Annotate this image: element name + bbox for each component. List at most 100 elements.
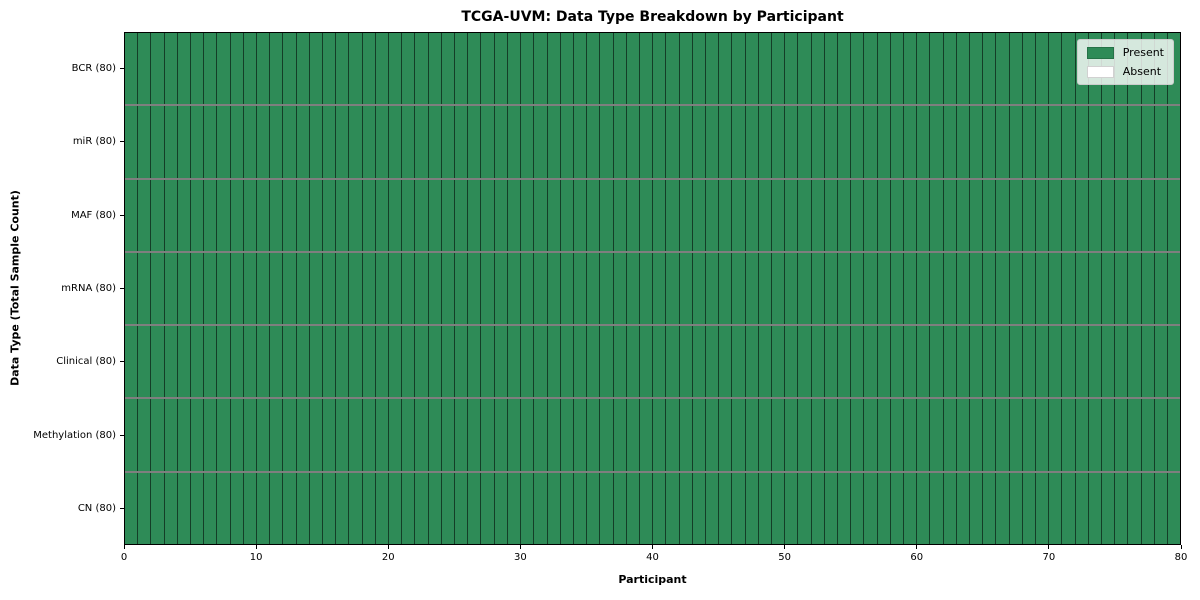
heatmap-cell	[481, 252, 495, 325]
heatmap-cell	[389, 252, 403, 325]
heatmap-cell	[705, 33, 720, 105]
heatmap-cell	[600, 472, 614, 544]
heatmap-cell	[983, 33, 997, 105]
heatmap-cell	[851, 326, 865, 398]
heatmap-cell	[547, 33, 561, 105]
heatmap-cell	[534, 472, 548, 544]
heatmap-cell	[125, 179, 139, 251]
heatmap-cell	[666, 179, 680, 251]
heatmap-cell	[890, 106, 904, 178]
heatmap-cell	[639, 399, 654, 471]
x-axis-tick-area: 0 10 20 30 40 50 60 70 80	[120, 545, 1187, 571]
heatmap-cell	[217, 399, 231, 471]
heatmap-cell	[494, 179, 508, 251]
heatmap-cell	[785, 179, 799, 251]
heatmap-cell	[732, 252, 746, 325]
heatmap-cell	[349, 252, 363, 325]
heatmap-cell	[441, 179, 456, 251]
heatmap-cell	[1088, 179, 1103, 251]
heatmap-cell	[243, 33, 258, 105]
heatmap-cell	[666, 33, 680, 105]
heatmap-cell	[837, 33, 852, 105]
heatmap-cell	[745, 399, 759, 471]
x-tick-mark	[1180, 545, 1182, 549]
heatmap-cell	[177, 33, 192, 105]
heatmap-cell	[1128, 252, 1142, 325]
heatmap-cell	[613, 326, 627, 398]
heatmap-cell	[336, 326, 350, 398]
heatmap-cell	[824, 33, 838, 105]
heatmap-cell	[204, 399, 218, 471]
heatmap-cell	[283, 472, 297, 544]
legend-entry-absent: Absent	[1086, 65, 1164, 78]
heatmap-cell	[494, 472, 508, 544]
heatmap-cell	[679, 33, 693, 105]
heatmap-cell	[1088, 252, 1103, 325]
heatmap-cell	[930, 33, 944, 105]
x-tick-mark	[784, 545, 786, 549]
heatmap-cell	[692, 399, 706, 471]
heatmap-cell	[1128, 326, 1142, 398]
heatmap-cell	[719, 252, 733, 325]
heatmap-cell	[943, 179, 957, 251]
heatmap-cell	[626, 106, 640, 178]
heatmap-cell	[983, 399, 997, 471]
heatmap-cell	[890, 399, 904, 471]
heatmap-cell	[375, 179, 390, 251]
heatmap-cell	[613, 106, 627, 178]
heatmap-cell	[811, 33, 825, 105]
heatmap-cell	[877, 106, 891, 178]
legend-label-present: Present	[1122, 46, 1164, 59]
heatmap-cell	[177, 399, 192, 471]
heatmap-cell	[719, 399, 733, 471]
y-tick-label: miR (80)	[72, 136, 116, 148]
heatmap-cell	[296, 326, 310, 398]
heatmap-cell	[151, 472, 165, 544]
x-tick-mark	[519, 545, 521, 549]
heatmap-cell	[270, 252, 284, 325]
heatmap-cell	[389, 106, 403, 178]
heatmap-cell	[653, 252, 667, 325]
heatmap-cell	[1049, 252, 1063, 325]
heatmap-cell	[1154, 472, 1169, 544]
heatmap-cell	[204, 33, 218, 105]
heatmap-cell	[824, 179, 838, 251]
chart-title: TCGA-UVM: Data Type Breakdown by Partici…	[461, 9, 844, 25]
heatmap-cell	[573, 106, 588, 178]
heatmap-cell	[507, 252, 522, 325]
heatmap-cell	[151, 252, 165, 325]
heatmap-cell	[1009, 399, 1023, 471]
heatmap-cell	[402, 179, 416, 251]
heatmap-cell	[719, 106, 733, 178]
heatmap-cell	[283, 252, 297, 325]
heatmap-cell	[719, 179, 733, 251]
heatmap-cell	[521, 252, 535, 325]
heatmap-cell	[217, 326, 231, 398]
heatmap-cell	[309, 252, 324, 325]
heatmap-cell	[956, 33, 970, 105]
heatmap-cell	[1088, 326, 1103, 398]
heatmap-cell	[758, 106, 772, 178]
y-axis-tick-area: BCR (80) miR (80) MAF (80) mRNA (80) Clinica…	[0, 32, 124, 545]
heatmap-cell	[481, 179, 495, 251]
heatmap-cell	[296, 472, 310, 544]
heatmap-cell	[587, 33, 601, 105]
heatmap-cell	[719, 33, 733, 105]
heatmap-cell	[758, 179, 772, 251]
heatmap-cell	[481, 33, 495, 105]
heatmap-cell	[653, 179, 667, 251]
heatmap-cell	[692, 106, 706, 178]
heatmap-cell	[230, 472, 244, 544]
heatmap-cell	[1062, 106, 1076, 178]
heatmap-cell	[243, 179, 258, 251]
heatmap-cell	[639, 326, 654, 398]
heatmap-cell	[507, 399, 522, 471]
heatmap-cell	[1022, 33, 1037, 105]
x-tick-label: 0	[120, 552, 128, 563]
heatmap-cell	[560, 106, 574, 178]
heatmap-cell	[626, 399, 640, 471]
heatmap-cell	[1141, 472, 1155, 544]
heatmap-cell	[534, 106, 548, 178]
heatmap-cell	[521, 472, 535, 544]
heatmap-cell	[309, 106, 324, 178]
